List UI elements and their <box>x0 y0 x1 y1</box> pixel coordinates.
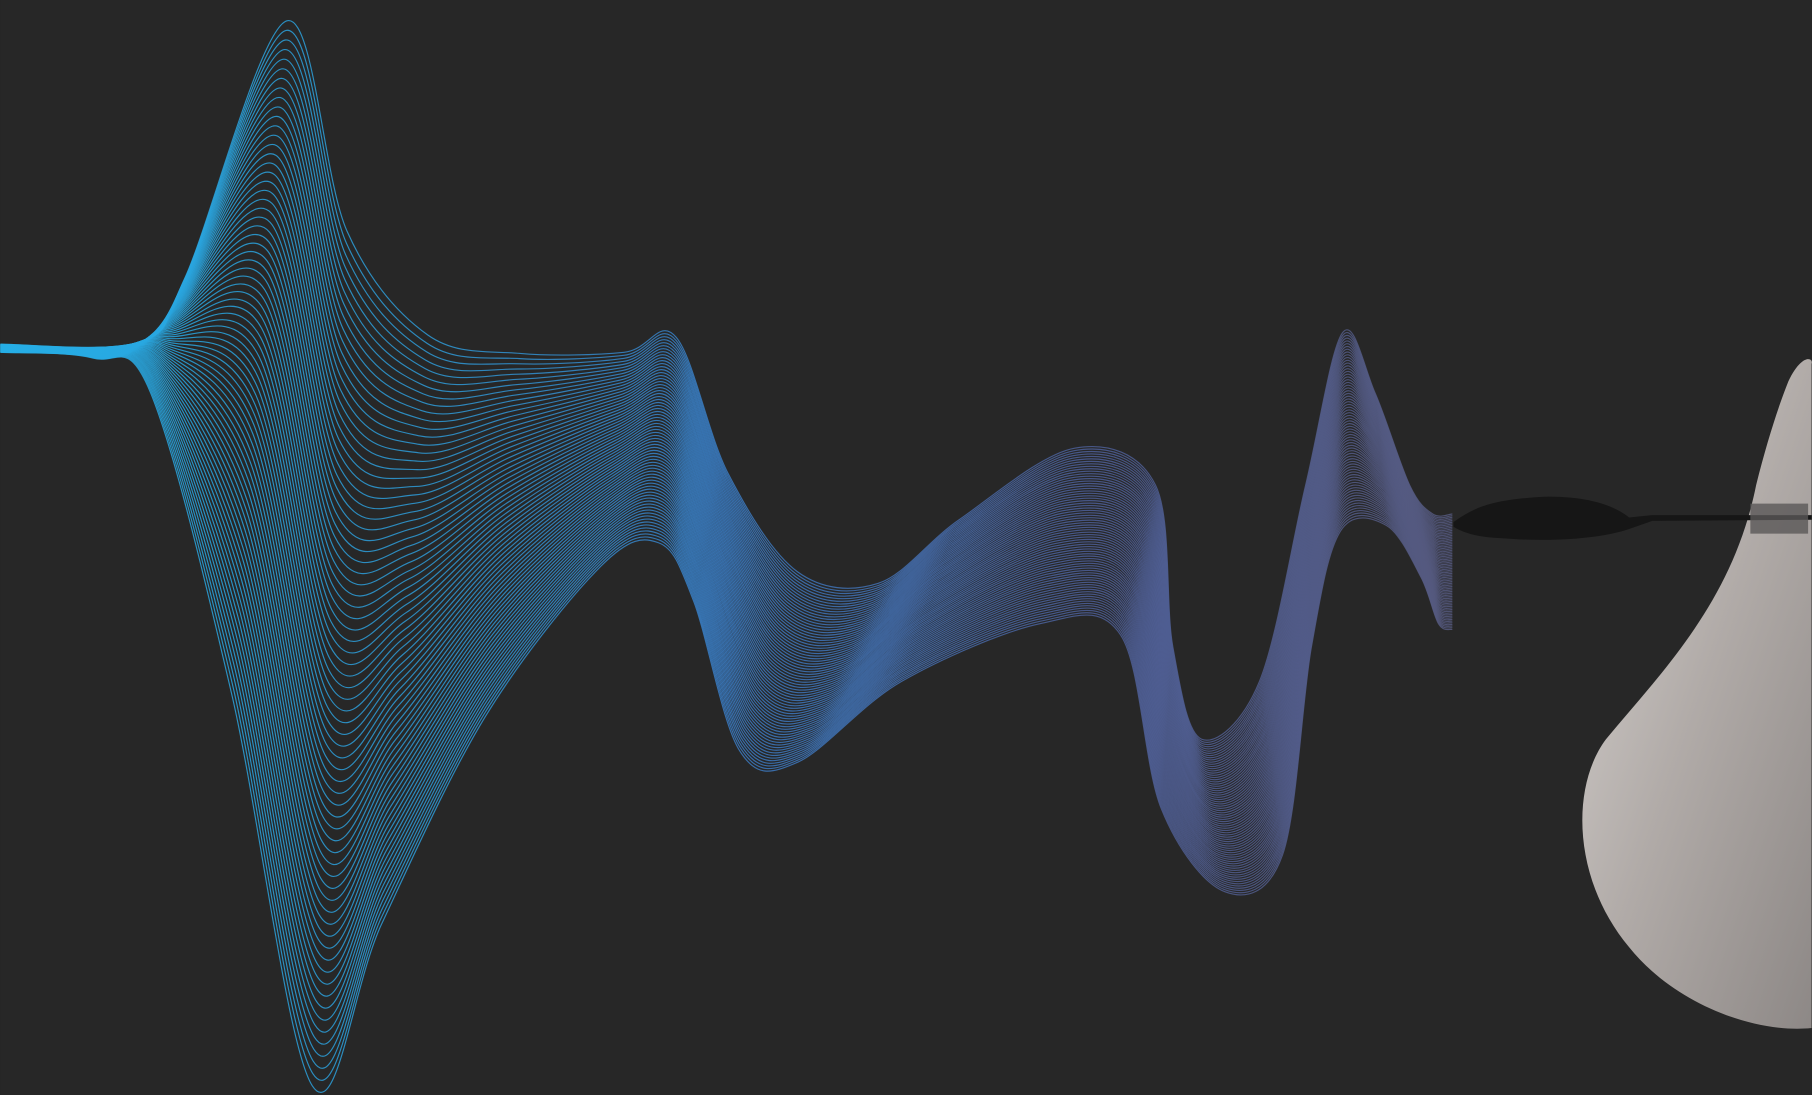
wave-ribbon <box>0 20 1453 1093</box>
wave-line <box>0 143 1453 770</box>
wave-line <box>0 259 1453 798</box>
wave-line <box>0 106 1453 761</box>
wave-line <box>0 207 1453 785</box>
grey-bar <box>1750 503 1809 534</box>
wave-line <box>0 39 1453 746</box>
wave-line <box>0 87 1453 757</box>
wave-line <box>0 319 1453 816</box>
wave-line <box>0 233 1453 792</box>
wave-line <box>0 153 1453 772</box>
wave-line <box>0 189 1453 781</box>
dark-blob <box>1453 496 1812 540</box>
wave-line <box>0 199 1453 783</box>
wave-line <box>0 225 1453 789</box>
wave-line <box>0 242 1453 794</box>
wave-line <box>0 162 1453 774</box>
wave-line <box>0 180 1453 779</box>
wave-line <box>0 339 1453 827</box>
wave-line <box>0 351 1453 1093</box>
wave-line <box>0 275 1453 803</box>
